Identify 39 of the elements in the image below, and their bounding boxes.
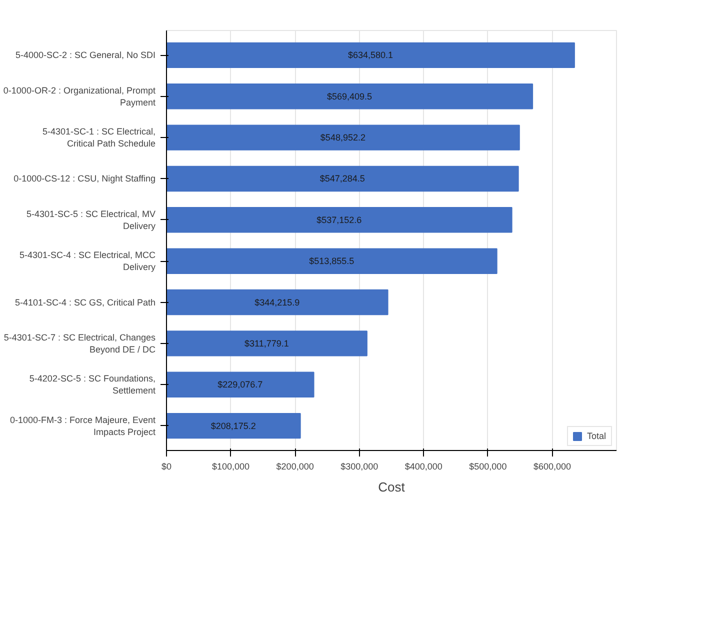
y-tick-label: 5-4000-SC-2 : SC General, No SDI bbox=[15, 50, 156, 60]
bar bbox=[166, 124, 520, 150]
y-tick-label: 0-1000-FM-3 : Force Majeure, Event Impacts Project bbox=[10, 414, 156, 437]
y-tick-label: 0-1000-OR-2 : Organizational, Prompt Payment bbox=[3, 85, 156, 108]
bar bbox=[166, 330, 368, 356]
bar bbox=[166, 412, 301, 439]
bar bbox=[166, 289, 388, 316]
y-tick-label: 0-1000-CS-12 : CSU, Night Staffing bbox=[14, 174, 156, 184]
x-tick-label: $400,000 bbox=[404, 462, 442, 472]
x-tick-label: $200,000 bbox=[276, 462, 314, 472]
x-tick-label: $300,000 bbox=[340, 462, 378, 472]
data-label: $311,779.1 bbox=[244, 338, 289, 348]
y-tick-label: 5-4301-SC-5 : SC Electrical, MV Delivery bbox=[26, 208, 156, 231]
data-label: $229,076.7 bbox=[218, 380, 263, 390]
data-label: $344,215.9 bbox=[254, 297, 300, 308]
y-tick-label: 5-4301-SC-4 : SC Electrical, MCC Delivery bbox=[19, 250, 156, 272]
data-label: $513,855.5 bbox=[309, 256, 354, 266]
y-tick-label: 5-4301-SC-1 : SC Electrical, Critical Path Schedule bbox=[42, 126, 156, 149]
bar bbox=[166, 42, 575, 68]
y-tick-label: 5-4101-SC-4 : SC GS, Critical Path bbox=[14, 297, 156, 308]
data-label: $634,580.1 bbox=[348, 50, 393, 60]
y-tick-label: 5-4202-SC-5 : SC Foundations, Settlement bbox=[29, 374, 156, 396]
legend-label: Total bbox=[587, 431, 607, 441]
data-label: $208,175.2 bbox=[210, 420, 256, 431]
x-tick-label: $600,000 bbox=[533, 462, 571, 472]
bar bbox=[166, 166, 519, 192]
x-tick-label: $100,000 bbox=[212, 462, 250, 472]
y-tick-label: 5-4301-SC-7 : SC Electrical, Changes Beyond DE / DC bbox=[4, 332, 156, 354]
bar bbox=[166, 372, 314, 398]
x-tick-label: $500,000 bbox=[469, 462, 507, 472]
x-tick-label: $0 bbox=[161, 462, 172, 472]
data-label: $548,952.2 bbox=[320, 132, 366, 143]
bar bbox=[166, 248, 498, 274]
data-label: $547,284.5 bbox=[320, 174, 365, 184]
x-axis-title: Cost bbox=[378, 480, 406, 494]
data-label: $569,409.5 bbox=[327, 91, 372, 102]
bar bbox=[166, 207, 512, 233]
data-label: $537,152.6 bbox=[316, 214, 362, 225]
bar bbox=[166, 84, 534, 110]
